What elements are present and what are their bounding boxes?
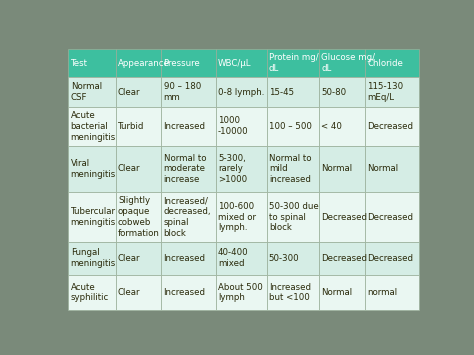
Text: normal: normal [367,288,397,297]
Text: Test: Test [71,59,88,68]
Text: Decreased: Decreased [367,122,413,131]
Bar [365,146,419,192]
Bar [216,242,267,275]
Bar [68,49,116,77]
Text: Clear: Clear [118,254,140,263]
Bar [116,107,162,146]
Text: Slightly
opaque
cobweb
formation: Slightly opaque cobweb formation [118,196,160,238]
Text: Normal
CSF: Normal CSF [71,82,102,102]
Text: Increased: Increased [164,254,206,263]
Bar [216,146,267,192]
Bar [319,275,365,311]
Text: Acute
bacterial
meningitis: Acute bacterial meningitis [71,111,116,142]
Bar [68,242,116,275]
Bar [116,275,162,311]
Bar [162,275,216,311]
Bar [267,192,319,242]
Bar [365,275,419,311]
Text: Normal to
mild
increased: Normal to mild increased [269,154,311,184]
Bar [162,242,216,275]
Text: 100 – 500: 100 – 500 [269,122,312,131]
Bar [216,192,267,242]
Text: Protein mg/
dL: Protein mg/ dL [269,53,319,73]
Text: Decreased: Decreased [367,254,413,263]
Text: 100-600
mixed or
lymph.: 100-600 mixed or lymph. [218,202,256,232]
Text: 0-8 lymph.: 0-8 lymph. [218,88,264,97]
Bar [267,107,319,146]
Bar [162,192,216,242]
Text: Increased
but <100: Increased but <100 [269,283,311,302]
Bar [162,77,216,107]
Bar [365,49,419,77]
Text: 115-130
mEq/L: 115-130 mEq/L [367,82,403,102]
Bar [68,192,116,242]
Text: 1000
-10000: 1000 -10000 [218,116,248,136]
Bar [319,49,365,77]
Text: 5-300,
rarely
>1000: 5-300, rarely >1000 [218,154,247,184]
Text: Turbid: Turbid [118,122,145,131]
Bar [365,242,419,275]
Text: 50-80: 50-80 [321,88,346,97]
Text: Appearance: Appearance [118,59,170,68]
Text: Decreased: Decreased [321,213,367,222]
Text: 40-400
mixed: 40-400 mixed [218,248,248,268]
Bar [267,49,319,77]
Text: Fungal
meningitis: Fungal meningitis [71,248,116,268]
Text: Viral
meningitis: Viral meningitis [71,159,116,179]
Text: Normal: Normal [367,164,398,174]
Text: 90 – 180
mm: 90 – 180 mm [164,82,201,102]
Bar [319,107,365,146]
Text: WBC/μL: WBC/μL [218,59,252,68]
Text: Clear: Clear [118,288,140,297]
Text: Decreased: Decreased [321,254,367,263]
Text: Tubercular
meningitis: Tubercular meningitis [71,207,116,227]
Text: Increased: Increased [164,288,206,297]
Text: 50-300 due
to spinal
block: 50-300 due to spinal block [269,202,319,232]
Text: < 40: < 40 [321,122,342,131]
Text: 50-300: 50-300 [269,254,300,263]
Text: About 500
lymph: About 500 lymph [218,283,263,302]
Bar [267,146,319,192]
Bar [267,275,319,311]
Bar [116,242,162,275]
Text: Pressure: Pressure [164,59,201,68]
Bar [116,77,162,107]
Bar [68,275,116,311]
Bar [267,242,319,275]
Bar [116,192,162,242]
Bar [319,242,365,275]
Text: Increased: Increased [164,122,206,131]
Text: Normal: Normal [321,288,353,297]
Bar [162,107,216,146]
Bar [68,107,116,146]
Bar [319,77,365,107]
Text: Normal: Normal [321,164,353,174]
Bar [116,146,162,192]
Bar [216,107,267,146]
Text: Clear: Clear [118,88,140,97]
Text: Chloride: Chloride [367,59,403,68]
Bar [68,146,116,192]
Bar [68,77,116,107]
Bar [216,49,267,77]
Bar [319,146,365,192]
Text: Clear: Clear [118,164,140,174]
Bar [216,275,267,311]
Bar [319,192,365,242]
Bar [216,77,267,107]
Text: 15-45: 15-45 [269,88,294,97]
Text: Glucose mg/
dL: Glucose mg/ dL [321,53,375,73]
Bar [365,107,419,146]
Text: Normal to
moderate
increase: Normal to moderate increase [164,154,206,184]
Text: Decreased: Decreased [367,213,413,222]
Bar [365,192,419,242]
Bar [162,146,216,192]
Bar [365,77,419,107]
Bar [116,49,162,77]
Bar [267,77,319,107]
Text: Increased/
decreased,
spinal
block: Increased/ decreased, spinal block [164,196,211,238]
Bar [162,49,216,77]
Text: Acute
syphilitic: Acute syphilitic [71,283,109,302]
